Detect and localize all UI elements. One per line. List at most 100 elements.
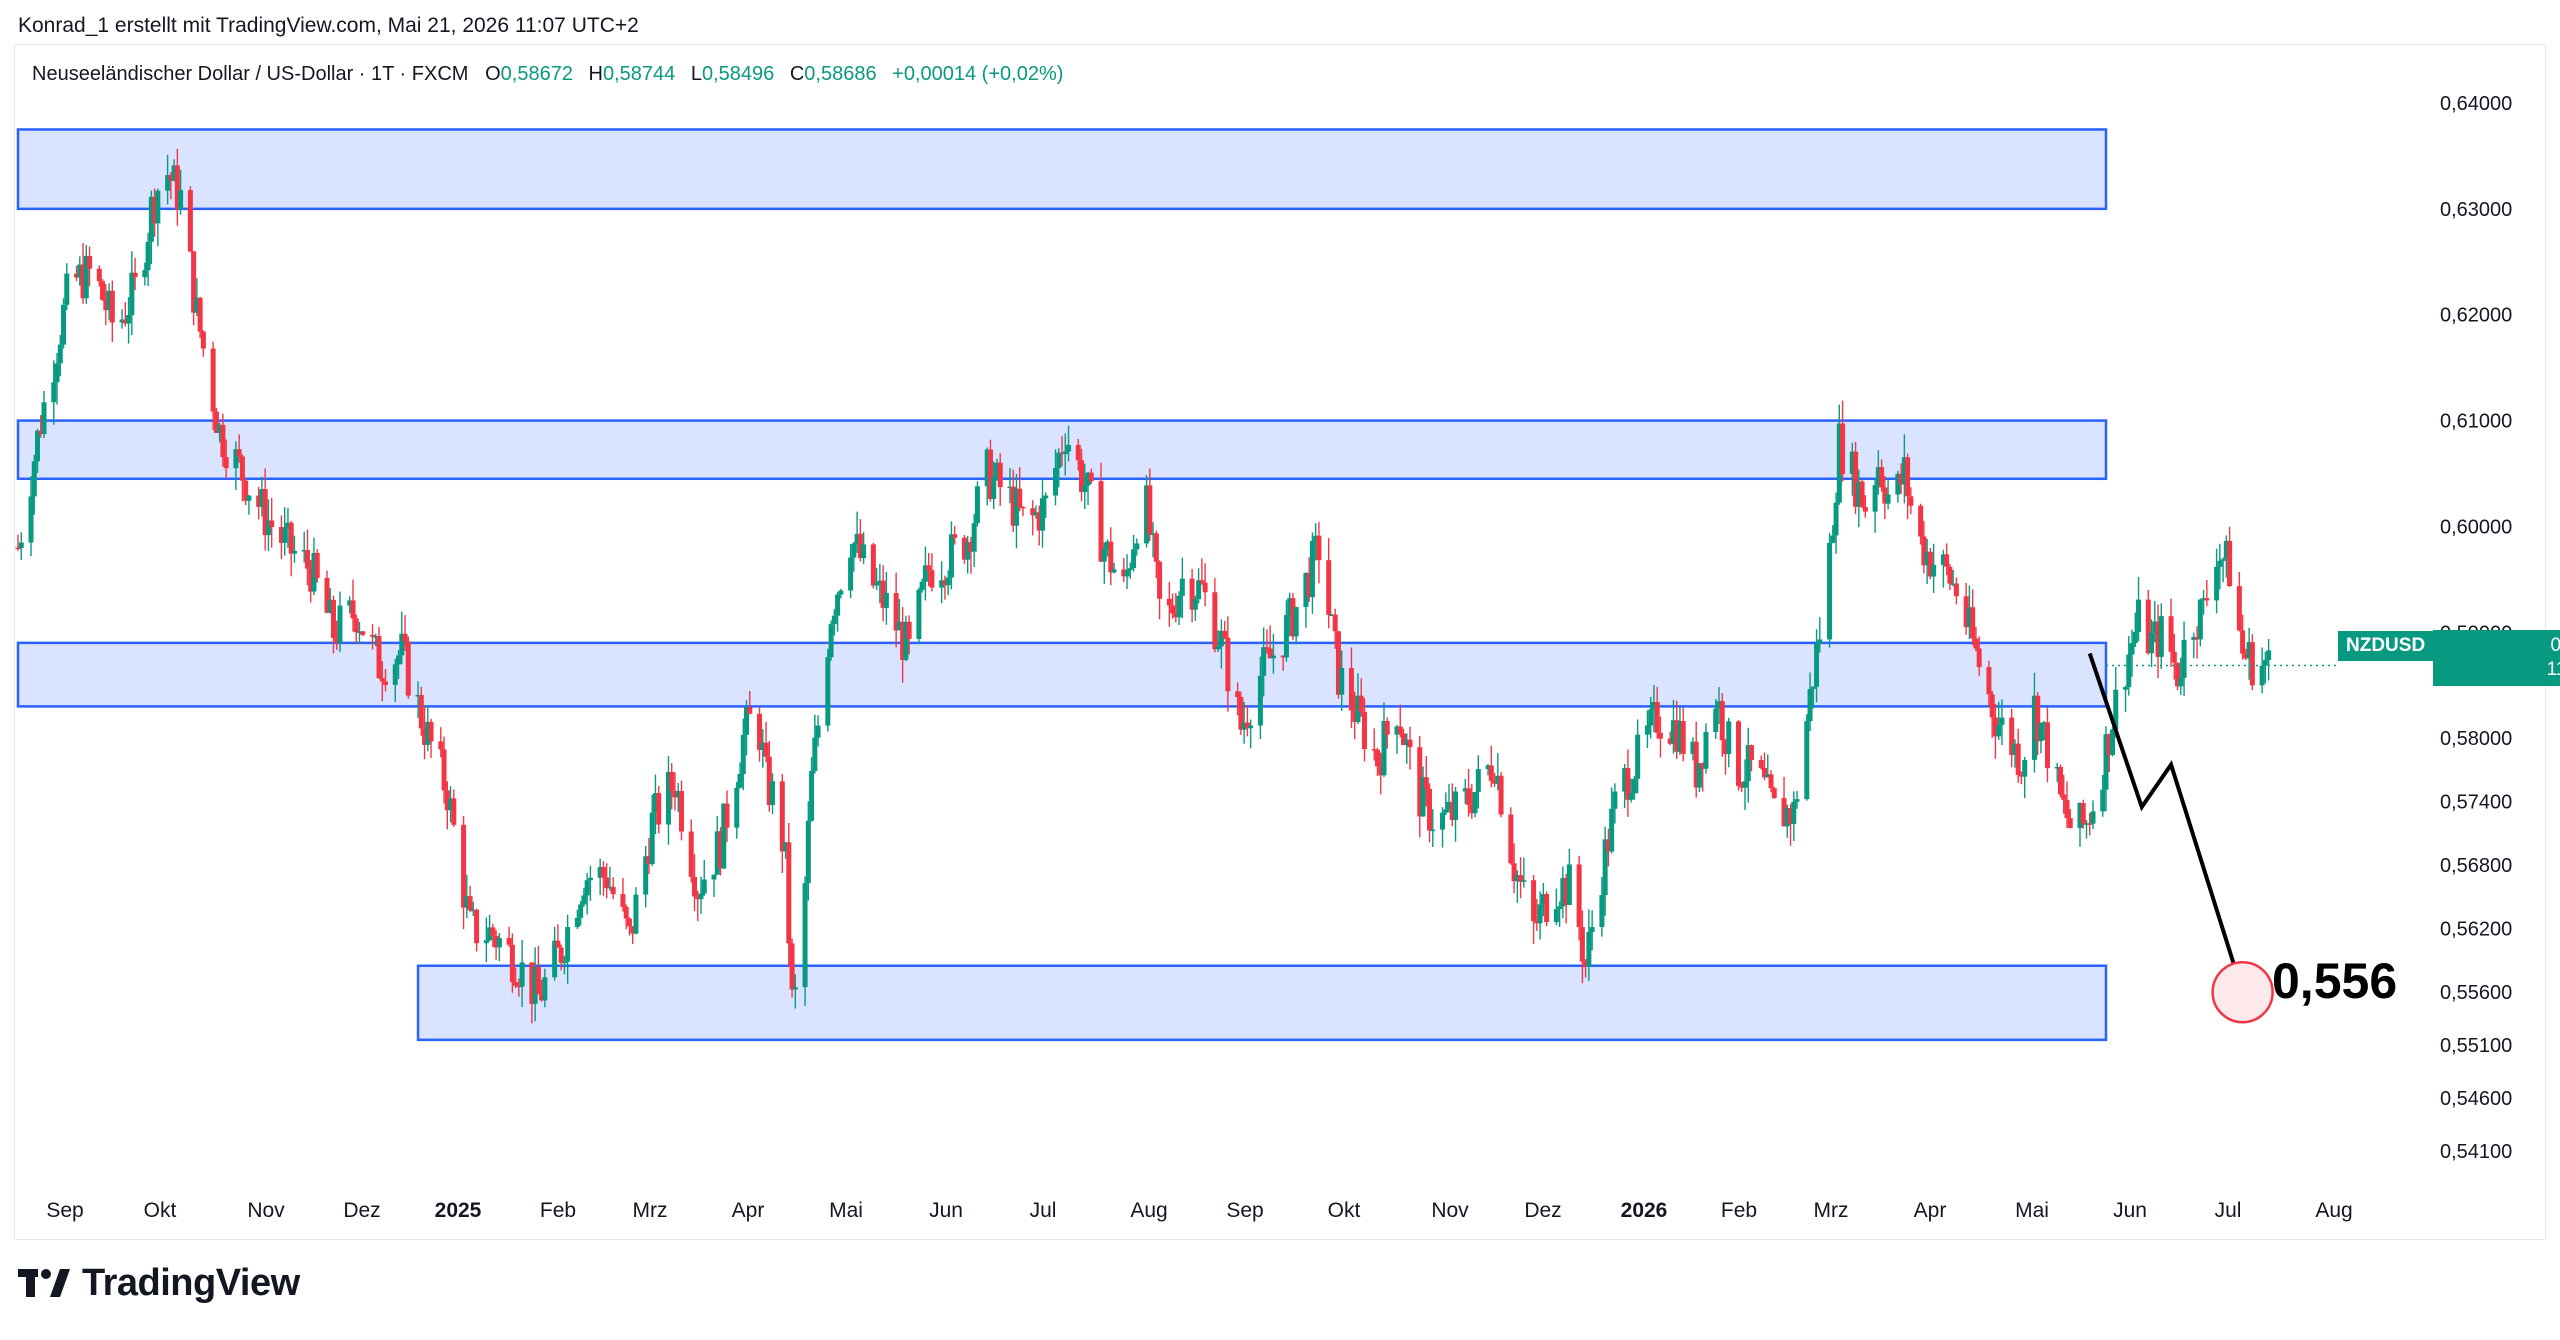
candle-body bbox=[815, 725, 821, 738]
candle-body bbox=[678, 791, 684, 832]
candle-body bbox=[1762, 767, 1768, 778]
candle-body bbox=[620, 894, 626, 907]
candle-body bbox=[1238, 697, 1244, 730]
candle-body bbox=[285, 522, 291, 529]
candle-body bbox=[883, 593, 889, 608]
candle-body bbox=[783, 842, 789, 852]
candle-body bbox=[1472, 791, 1478, 814]
candle-body bbox=[467, 896, 473, 911]
candle-body bbox=[737, 773, 743, 788]
candle-body bbox=[1348, 667, 1354, 711]
candle-body bbox=[1531, 880, 1537, 922]
candle-body bbox=[496, 938, 502, 948]
y-axis-tick-label: 0,57400 bbox=[2440, 792, 2512, 814]
candle-body bbox=[1492, 780, 1498, 784]
candle-body bbox=[2129, 643, 2135, 655]
candle-body bbox=[1583, 961, 1589, 967]
candle-body bbox=[2158, 616, 2164, 657]
candle-body bbox=[1309, 540, 1315, 598]
candle-body bbox=[565, 927, 571, 962]
candle-body bbox=[652, 793, 658, 813]
candle-body bbox=[2249, 642, 2255, 686]
candle-body bbox=[870, 544, 876, 586]
candle-body bbox=[1924, 551, 1930, 566]
candle-body bbox=[239, 456, 245, 481]
candle-body bbox=[809, 771, 815, 821]
candle-body bbox=[1726, 721, 1732, 755]
candle-body bbox=[1589, 927, 1595, 932]
candle-body bbox=[2145, 599, 2151, 654]
candle-body bbox=[347, 600, 353, 606]
candle-body bbox=[1950, 583, 1956, 585]
candle-body bbox=[243, 480, 249, 501]
candle-body bbox=[529, 962, 535, 1004]
candle-body bbox=[2126, 654, 2132, 688]
candle-body bbox=[857, 533, 863, 559]
candle-body bbox=[28, 496, 34, 543]
candle-body bbox=[213, 411, 219, 433]
candle-body bbox=[1404, 739, 1410, 746]
y-axis-tick-label: 0,55100 bbox=[2440, 1035, 2512, 1057]
candle-body bbox=[1927, 551, 1933, 577]
candle-body bbox=[2067, 818, 2073, 828]
candle-body bbox=[2064, 799, 2070, 819]
candle-body bbox=[1179, 578, 1185, 596]
candle-body bbox=[1827, 542, 1833, 640]
candle-body bbox=[2103, 734, 2109, 790]
candle-body bbox=[1283, 615, 1289, 658]
candle-body bbox=[747, 707, 753, 714]
candle-body bbox=[2038, 723, 2044, 742]
open-label: O bbox=[485, 63, 501, 85]
tradingview-logo[interactable]: TradingView bbox=[18, 1262, 300, 1305]
candle-body bbox=[922, 565, 928, 582]
candle-body bbox=[1557, 906, 1563, 910]
candle-body bbox=[370, 634, 376, 637]
candle-body bbox=[1553, 909, 1559, 923]
candle-body bbox=[2136, 599, 2142, 632]
candle-body bbox=[506, 938, 512, 945]
candle-body bbox=[191, 251, 197, 313]
candle-body bbox=[1966, 607, 1972, 628]
candle-body bbox=[1862, 507, 1868, 512]
candle-body bbox=[600, 867, 606, 878]
candle-body bbox=[877, 580, 883, 583]
candle-body bbox=[711, 874, 717, 880]
candle-body bbox=[1628, 793, 1634, 800]
candle-body bbox=[1166, 598, 1172, 606]
candle-body bbox=[1804, 721, 1810, 800]
candle-body bbox=[2035, 695, 2041, 742]
x-axis-tick-label: Jul bbox=[2215, 1199, 2242, 1222]
candle-body bbox=[1241, 722, 1247, 730]
candle-body bbox=[675, 791, 681, 798]
candle-body bbox=[607, 886, 613, 889]
candle-body bbox=[1537, 904, 1543, 924]
open-value: 0,58672 bbox=[500, 63, 573, 85]
candle-body bbox=[1901, 457, 1907, 485]
candle-body bbox=[714, 831, 720, 875]
candle-body bbox=[1417, 747, 1423, 817]
candle-body bbox=[1202, 582, 1208, 593]
candle-body bbox=[1716, 701, 1722, 709]
y-axis-tick-label: 0,56200 bbox=[2440, 919, 2512, 941]
candle-body bbox=[1713, 708, 1719, 732]
candle-body bbox=[786, 842, 792, 944]
x-axis-tick-label: Nov bbox=[247, 1199, 285, 1222]
candle-body bbox=[1199, 580, 1205, 583]
candle-body bbox=[1742, 781, 1748, 788]
candle-body bbox=[1976, 648, 1982, 668]
candle-body bbox=[1475, 769, 1481, 792]
symbol-description[interactable]: Neuseeländischer Dollar / US-Dollar · 1T… bbox=[32, 63, 469, 85]
candle-body bbox=[77, 264, 83, 278]
candle-body bbox=[282, 528, 288, 543]
logo-text: TradingView bbox=[82, 1262, 300, 1304]
y-axis-tick-label: 0,62000 bbox=[2440, 305, 2512, 327]
candle-body bbox=[422, 728, 428, 745]
candle-body bbox=[1810, 686, 1816, 690]
projection-path bbox=[2087, 652, 2245, 993]
candle-body bbox=[1056, 452, 1062, 468]
candle-body bbox=[405, 641, 411, 696]
candle-body bbox=[1430, 829, 1436, 832]
candle-body bbox=[701, 879, 707, 894]
candle-body bbox=[539, 993, 545, 1001]
